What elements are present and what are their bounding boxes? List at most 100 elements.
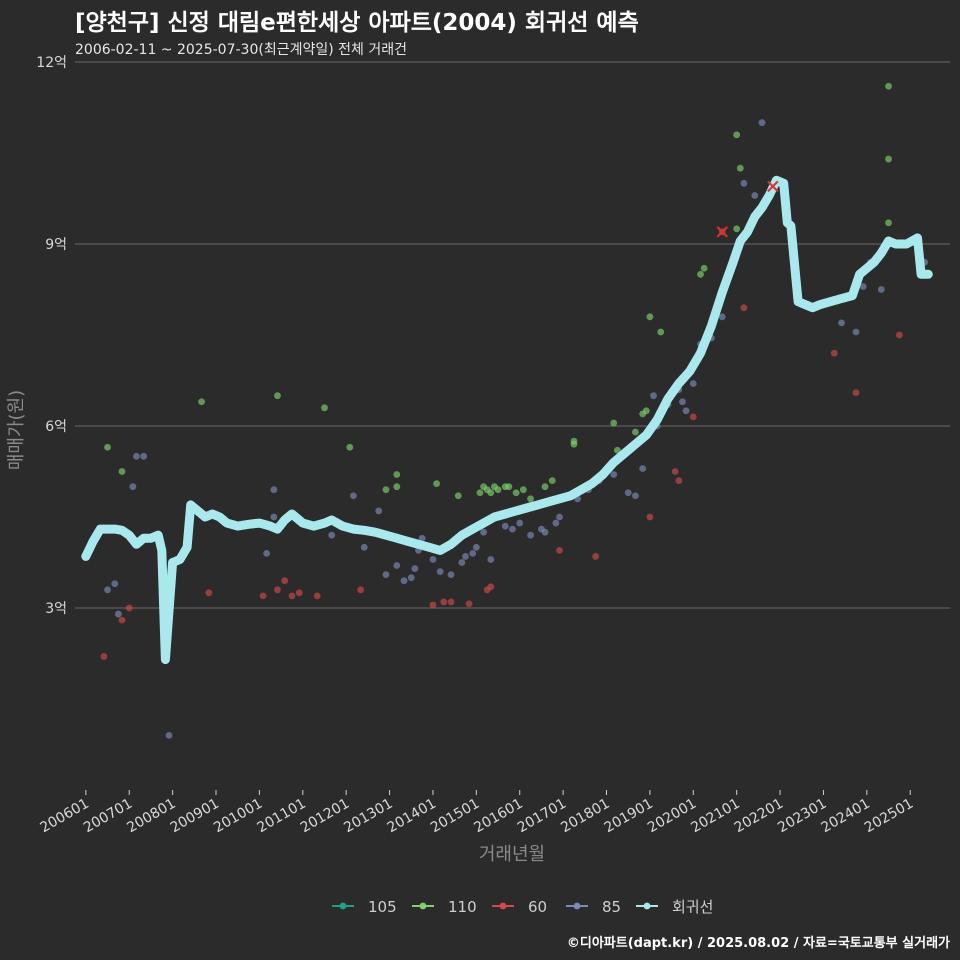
- data-point-60: [487, 583, 495, 591]
- data-point-85: [877, 286, 885, 293]
- legend-item-105: 105: [332, 898, 397, 916]
- data-point-60: [429, 601, 437, 609]
- data-point-85: [104, 586, 111, 594]
- legend-label: 85: [602, 898, 621, 916]
- data-point-110: [487, 489, 495, 497]
- data-point-110: [519, 486, 527, 494]
- data-point-85: [740, 179, 748, 187]
- legend-item-회귀선: 회귀선: [636, 898, 713, 916]
- data-point-85: [682, 407, 690, 415]
- legend-dot-icon: [419, 902, 427, 910]
- legend-label: 회귀선: [672, 898, 713, 916]
- legend-dot-icon: [339, 902, 347, 910]
- data-point-110: [697, 270, 704, 278]
- data-point-85: [436, 568, 444, 575]
- data-point-60: [357, 586, 365, 594]
- regression-line: [81, 175, 933, 665]
- data-point-60: [447, 598, 455, 606]
- data-point-85: [462, 553, 469, 560]
- data-point-110: [476, 489, 484, 497]
- data-point-60: [646, 513, 654, 521]
- data-point-110: [642, 407, 650, 415]
- data-point-60: [295, 589, 303, 597]
- data-point-85: [516, 519, 524, 527]
- data-point-60: [830, 349, 838, 357]
- data-point-110: [700, 264, 708, 272]
- data-point-110: [885, 82, 892, 90]
- data-point-85: [679, 398, 686, 406]
- data-point-60: [281, 577, 289, 585]
- data-point-110: [346, 443, 354, 451]
- data-point-60: [313, 592, 321, 600]
- data-point-60: [689, 413, 697, 421]
- highlight-markers: [716, 180, 779, 238]
- data-point-110: [570, 437, 578, 445]
- y-tick-label: 9억: [45, 237, 67, 253]
- data-point-110: [454, 492, 462, 500]
- highlight-x-marker: [716, 226, 728, 238]
- data-point-60: [675, 477, 683, 484]
- data-point-110: [118, 468, 126, 475]
- data-point-60: [259, 592, 267, 600]
- data-point-85: [418, 534, 426, 542]
- data-point-85: [718, 313, 726, 321]
- legend-item-110: 110: [412, 898, 477, 916]
- data-point-60: [852, 389, 860, 397]
- data-point-110: [321, 404, 328, 412]
- data-point-85: [458, 559, 466, 566]
- data-point-85: [111, 580, 119, 588]
- chart-subtitle: 2006-02-11 ~ 2025-07-30(최근계약일) 전체 거래건: [75, 42, 407, 58]
- data-point-60: [100, 653, 108, 660]
- data-point-85: [469, 550, 477, 557]
- data-point-110: [505, 483, 513, 491]
- data-point-60: [118, 616, 126, 624]
- data-point-85: [610, 471, 618, 478]
- data-point-60: [592, 553, 600, 560]
- data-point-110: [885, 219, 892, 227]
- data-point-60: [465, 600, 473, 608]
- data-point-60: [288, 592, 296, 600]
- data-point-85: [400, 577, 408, 585]
- legend-item-60: 60: [492, 898, 547, 916]
- data-point-110: [274, 392, 281, 400]
- data-point-85: [270, 513, 278, 521]
- data-point-110: [657, 328, 665, 336]
- data-point-110: [512, 489, 520, 497]
- data-point-85: [165, 732, 173, 739]
- data-point-85: [556, 513, 563, 521]
- data-point-60: [205, 589, 213, 597]
- regression-line-group: [81, 175, 933, 665]
- data-point-110: [736, 164, 744, 172]
- data-point-85: [472, 543, 480, 551]
- legend-item-85: 85: [566, 898, 621, 916]
- highlight-x-marker: [767, 180, 779, 193]
- data-point-85: [487, 556, 495, 563]
- data-point-110: [198, 398, 205, 406]
- data-point-110: [382, 486, 390, 494]
- legend-dot-icon: [573, 902, 581, 910]
- data-point-110: [885, 155, 892, 163]
- data-point-110: [733, 131, 741, 139]
- y-tick-label: 6억: [45, 419, 67, 435]
- data-point-85: [501, 522, 509, 530]
- data-point-85: [114, 610, 122, 618]
- data-point-110: [613, 446, 621, 454]
- data-point-85: [751, 192, 759, 199]
- data-point-60: [556, 546, 563, 554]
- legend-label: 105: [368, 898, 397, 916]
- y-tick-label: 3억: [45, 601, 67, 617]
- data-point-110: [104, 443, 111, 451]
- legend-label: 110: [448, 898, 477, 916]
- data-point-60: [740, 304, 748, 312]
- data-point-85: [527, 531, 534, 539]
- x-axis-title: 거래년월: [479, 844, 545, 865]
- data-point-85: [639, 465, 647, 472]
- data-point-85: [328, 531, 336, 539]
- data-point-85: [129, 483, 137, 491]
- chart-caption: ©디아파트(dapt.kr) / 2025.08.02 / 자료=국토교통부 실…: [567, 935, 950, 951]
- data-point-110: [632, 428, 639, 436]
- data-point-85: [360, 543, 368, 551]
- data-point-85: [650, 392, 657, 400]
- legend: 105 110 60 85 회귀선: [332, 898, 713, 916]
